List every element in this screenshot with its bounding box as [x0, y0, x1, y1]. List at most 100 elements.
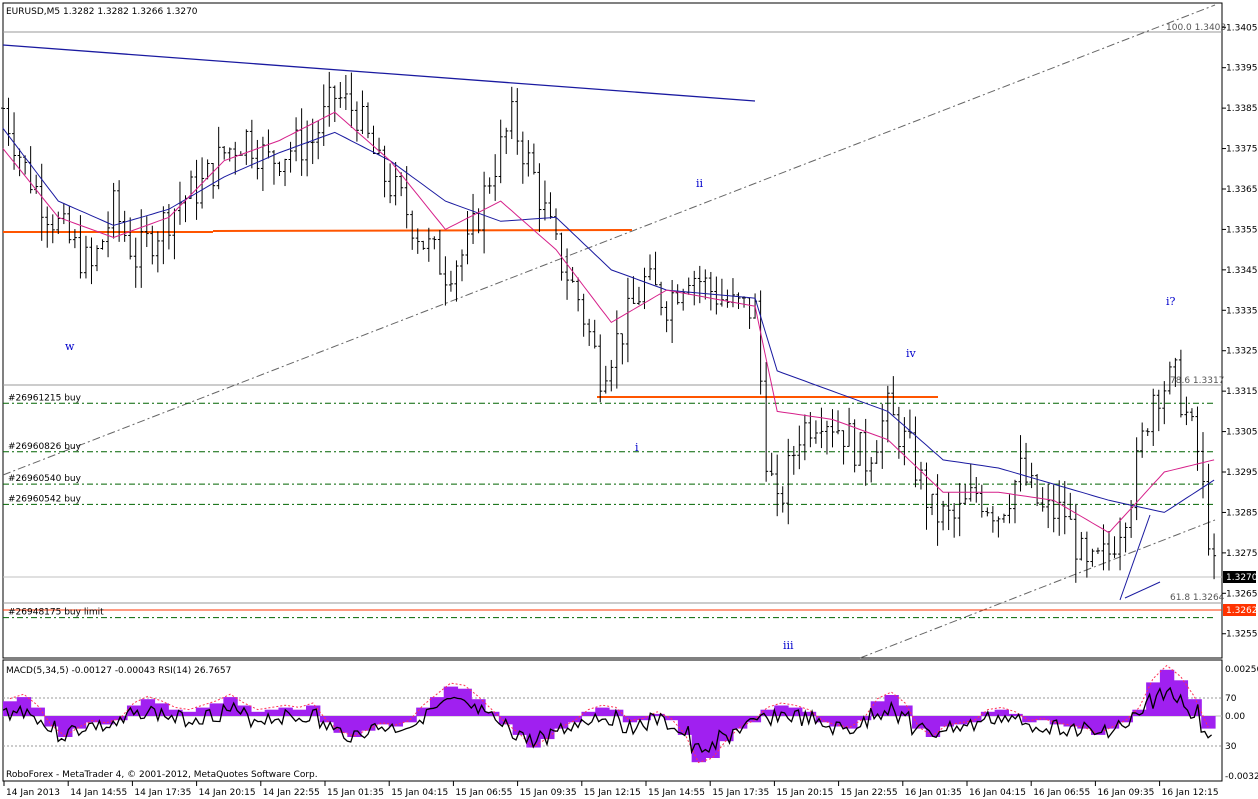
price-bar: [12, 112, 17, 170]
price-bar: [50, 214, 55, 244]
wave-label-iii: iii: [783, 639, 794, 652]
price-bar: [587, 318, 592, 346]
wave-label-i-question: i?: [1166, 295, 1176, 308]
macd-bar: [760, 709, 775, 716]
macd-bar: [416, 707, 431, 716]
price-bar: [1212, 533, 1217, 580]
price-bar: [614, 310, 619, 389]
price-bar: [122, 210, 127, 242]
macd-bar: [870, 701, 886, 716]
limit-price-tag: [1223, 604, 1256, 616]
price-bar: [128, 217, 133, 260]
rsi-tick-70: 70: [1225, 694, 1237, 704]
price-bar: [824, 420, 829, 455]
channel-line-upper: [2, 4, 1216, 476]
time-tick-label: 16 Jan 04:15: [969, 788, 1026, 798]
macd-bar: [622, 716, 638, 723]
current-price-tag: [1223, 571, 1256, 583]
price-bar: [648, 254, 653, 281]
price-bar: [316, 120, 321, 160]
macd-bar: [1187, 699, 1202, 716]
time-tick-label: 14 Jan 14:55: [70, 788, 127, 798]
price-bar: [1001, 513, 1006, 523]
price-bar: [675, 284, 680, 305]
price-tick-label: 1.3265: [1226, 589, 1258, 599]
price-bar: [819, 407, 824, 449]
symbol-header: EURUSD,M5 1.3282 1.3282 1.3266 1.3270: [6, 7, 198, 17]
price-bar: [1118, 517, 1123, 571]
price-bar: [100, 239, 105, 250]
price-bar: [1024, 442, 1029, 486]
price-bar: [95, 245, 100, 272]
macd-bar: [636, 716, 651, 721]
macd-bar: [581, 711, 596, 716]
price-bar: [471, 193, 476, 244]
price-bar: [83, 235, 88, 279]
price-bar: [653, 251, 658, 286]
price-bar: [482, 171, 487, 254]
copyright-footer: RoboForex - MetaTrader 4, © 2001-2012, M…: [6, 770, 318, 780]
orange-support-2: [212, 229, 633, 232]
rsi-tick-30: 30: [1225, 742, 1237, 752]
macd-bar: [801, 711, 817, 716]
price-tick-label: 1.3365: [1226, 185, 1258, 195]
price-tick-label: 1.3405: [1226, 23, 1258, 33]
price-bar: [117, 180, 122, 242]
macd-bar: [939, 716, 954, 727]
macd-bar: [182, 711, 197, 716]
macd-bar: [512, 716, 527, 735]
price-bar: [426, 227, 431, 262]
wave-label-w: w: [65, 340, 75, 353]
macd-bar: [237, 705, 252, 716]
price-bar: [609, 359, 614, 392]
macd-bar: [457, 688, 472, 716]
price-bar: [874, 440, 879, 464]
wave-label-i: i: [635, 441, 639, 454]
price-bar: [432, 236, 437, 250]
price-bar: [968, 463, 973, 502]
price-bar: [17, 148, 22, 177]
price-bar: [421, 240, 426, 250]
time-tick-label: 14 Jan 22:55: [263, 788, 320, 798]
price-bar: [260, 136, 265, 191]
price-bar: [797, 425, 802, 470]
price-tick-label: 1.3295: [1226, 468, 1258, 478]
price-bar: [603, 365, 608, 394]
order-lines: [3, 402, 1214, 619]
price-bar: [885, 385, 890, 443]
price-tick-label: 1.3375: [1226, 145, 1258, 155]
macd-bar: [719, 716, 734, 742]
price-bar: [365, 102, 370, 139]
price-bar: [979, 484, 984, 518]
price-bar: [1167, 361, 1172, 395]
price-bar: [343, 74, 348, 110]
price-bar: [952, 503, 957, 538]
price-bar: [465, 210, 470, 265]
price-bar: [996, 516, 1001, 538]
price-bar: [1029, 462, 1034, 489]
macd-bar: [374, 716, 390, 725]
macd-bar: [443, 686, 459, 716]
macd-tick-zero: 0.00: [1225, 712, 1245, 722]
blue-trendline: [2, 44, 756, 102]
price-bar: [708, 271, 713, 311]
price-bar: [636, 286, 641, 305]
macd-bar: [388, 716, 404, 727]
price-bar: [863, 418, 868, 486]
macd-bar: [994, 709, 1010, 716]
price-bar: [6, 97, 11, 146]
price-bar: [72, 229, 77, 249]
price-bar: [1084, 531, 1089, 578]
fib-78-label: 78.6 1.3317: [1170, 376, 1224, 386]
price-bar: [360, 90, 365, 135]
price-bar: [211, 162, 216, 199]
macd-bar: [264, 709, 280, 716]
price-bar: [758, 290, 763, 395]
price-bar: [946, 492, 951, 531]
price-bar: [1189, 408, 1194, 422]
macd-bar: [3, 701, 18, 716]
price-bar: [813, 420, 818, 444]
price-tick-label: 1.3275: [1226, 549, 1258, 559]
price-bar: [216, 126, 221, 190]
